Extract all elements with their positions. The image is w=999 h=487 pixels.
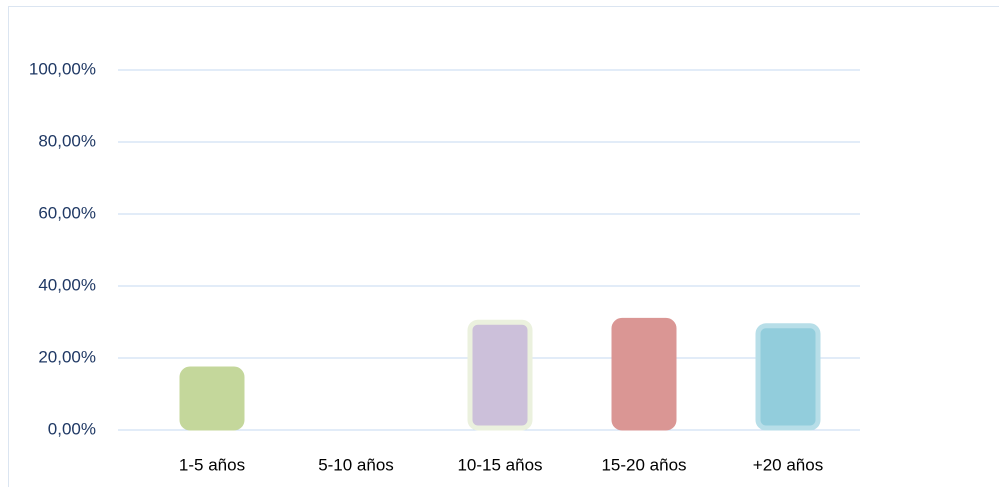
y-tick-label: 20,00% <box>38 347 96 366</box>
x-tick-label: 1-5 años <box>179 455 245 474</box>
bar <box>611 317 677 431</box>
y-tick-label: 0,00% <box>48 419 96 438</box>
x-tick-label: 10-15 años <box>457 455 542 474</box>
bar <box>755 323 821 431</box>
y-tick-label: 80,00% <box>38 131 96 150</box>
y-tick-label: 40,00% <box>38 275 96 294</box>
chart-frame <box>8 6 999 487</box>
bar <box>467 319 533 431</box>
x-tick-label: 15-20 años <box>601 455 686 474</box>
bar <box>179 366 245 431</box>
y-tick-label: 60,00% <box>38 203 96 222</box>
x-tick-label: +20 años <box>753 455 823 474</box>
y-tick-label: 100,00% <box>29 59 96 78</box>
x-tick-label: 5-10 años <box>318 455 394 474</box>
